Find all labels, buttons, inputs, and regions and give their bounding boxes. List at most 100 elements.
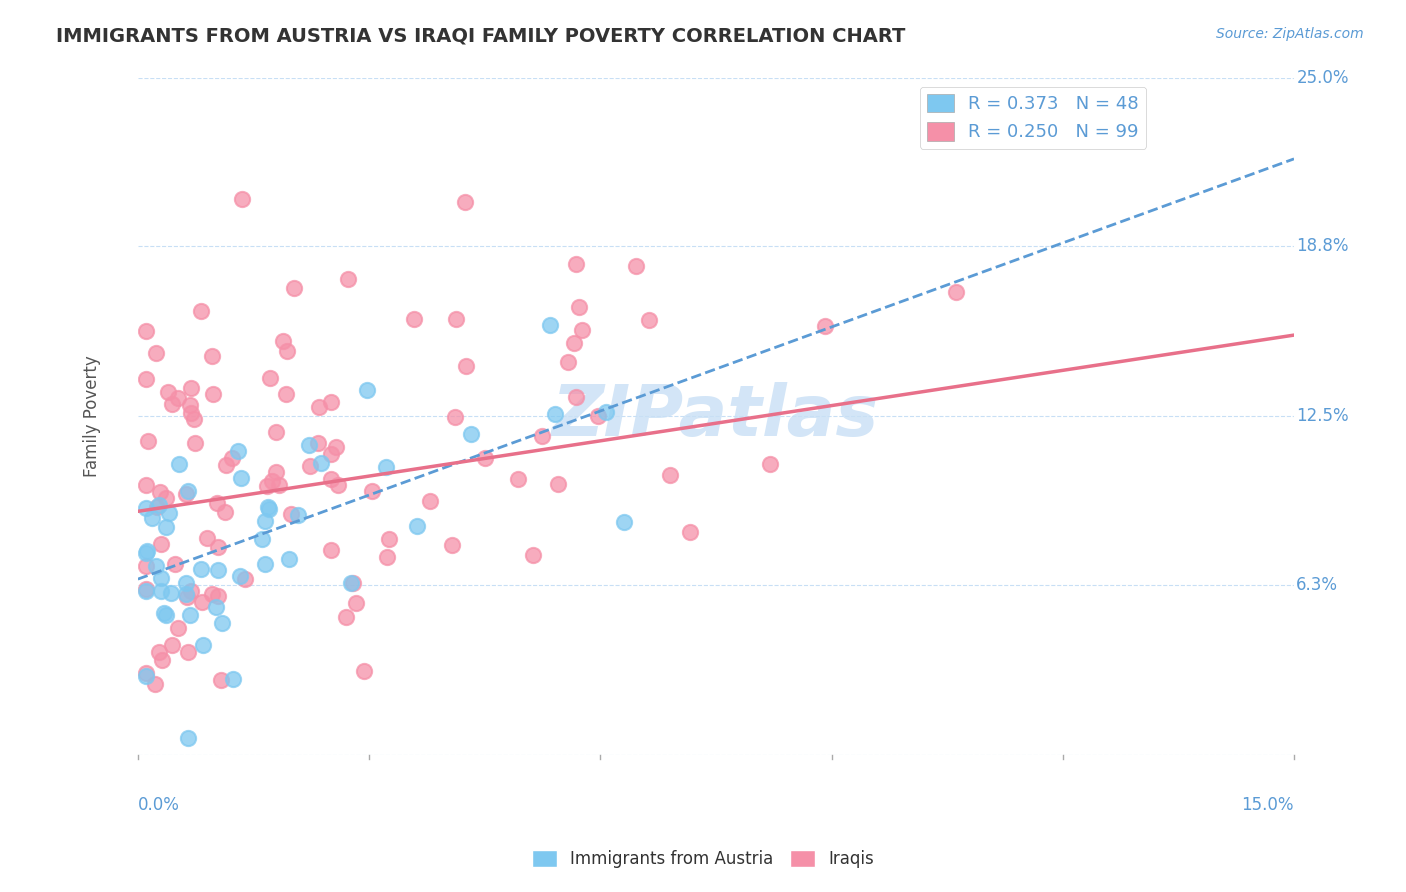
Point — [135, 324, 157, 338]
Point — [205, 600, 228, 615]
Point — [759, 457, 782, 471]
Point — [211, 616, 233, 631]
Point — [136, 544, 159, 558]
Point — [190, 562, 212, 576]
Point — [148, 499, 170, 513]
Point — [135, 584, 157, 599]
Point — [135, 665, 157, 680]
Point — [215, 458, 238, 472]
Point — [360, 483, 382, 498]
Point — [160, 396, 183, 410]
Point — [183, 411, 205, 425]
Point — [179, 398, 201, 412]
Point — [191, 639, 214, 653]
Point — [145, 559, 167, 574]
Text: 6.3%: 6.3% — [1296, 575, 1339, 593]
Point — [256, 479, 278, 493]
Point — [180, 380, 202, 394]
Point — [299, 458, 322, 473]
Point — [586, 409, 609, 423]
Point — [538, 318, 561, 332]
Point — [374, 460, 396, 475]
Point — [335, 610, 357, 624]
Point — [474, 450, 496, 465]
Point — [568, 300, 591, 314]
Point — [945, 285, 967, 299]
Point — [257, 502, 280, 516]
Point — [353, 664, 375, 678]
Point — [184, 436, 207, 450]
Point — [565, 257, 588, 271]
Point — [191, 595, 214, 609]
Point — [177, 731, 200, 746]
Point — [274, 387, 297, 401]
Point — [356, 383, 378, 397]
Text: 0.0%: 0.0% — [138, 796, 180, 814]
Point — [378, 532, 401, 546]
Point — [163, 557, 186, 571]
Point — [418, 494, 440, 508]
Point — [166, 391, 188, 405]
Point — [201, 349, 224, 363]
Point — [307, 436, 329, 450]
Point — [160, 638, 183, 652]
Point — [153, 607, 176, 621]
Point — [254, 557, 277, 571]
Point — [267, 478, 290, 492]
Point — [143, 676, 166, 690]
Point — [344, 596, 367, 610]
Point — [259, 370, 281, 384]
Point — [135, 669, 157, 683]
Point — [135, 582, 157, 597]
Point — [174, 487, 197, 501]
Point — [571, 323, 593, 337]
Point — [342, 575, 364, 590]
Point — [157, 506, 180, 520]
Point — [444, 312, 467, 326]
Point — [195, 531, 218, 545]
Point — [166, 621, 188, 635]
Point — [256, 500, 278, 515]
Point — [207, 563, 229, 577]
Point — [375, 549, 398, 564]
Point — [638, 312, 661, 326]
Point — [557, 355, 579, 369]
Point — [276, 344, 298, 359]
Point — [565, 390, 588, 404]
Point — [222, 673, 245, 687]
Point — [221, 451, 243, 466]
Point — [157, 385, 180, 400]
Point — [624, 259, 647, 273]
Point — [336, 272, 359, 286]
Point — [202, 387, 225, 401]
Point — [264, 425, 287, 439]
Point — [562, 335, 585, 350]
Point — [155, 520, 177, 534]
Point — [280, 507, 302, 521]
Point — [319, 447, 342, 461]
Point — [253, 515, 276, 529]
Point — [226, 443, 249, 458]
Point — [277, 552, 299, 566]
Point — [145, 500, 167, 514]
Legend: Immigrants from Austria, Iraqis: Immigrants from Austria, Iraqis — [526, 843, 880, 875]
Point — [207, 496, 229, 510]
Point — [150, 584, 173, 599]
Point — [169, 457, 191, 471]
Point — [814, 319, 837, 334]
Point — [506, 472, 529, 486]
Point — [531, 429, 554, 443]
Point — [262, 474, 284, 488]
Point — [271, 334, 294, 349]
Point — [180, 584, 202, 599]
Point — [177, 483, 200, 498]
Point — [319, 543, 342, 558]
Point — [174, 587, 197, 601]
Legend: R = 0.373   N = 48, R = 0.250   N = 99: R = 0.373 N = 48, R = 0.250 N = 99 — [920, 87, 1146, 149]
Point — [287, 508, 309, 522]
Text: 18.8%: 18.8% — [1296, 236, 1348, 254]
Point — [229, 471, 252, 485]
Point — [207, 589, 229, 603]
Point — [155, 607, 177, 622]
Point — [152, 653, 174, 667]
